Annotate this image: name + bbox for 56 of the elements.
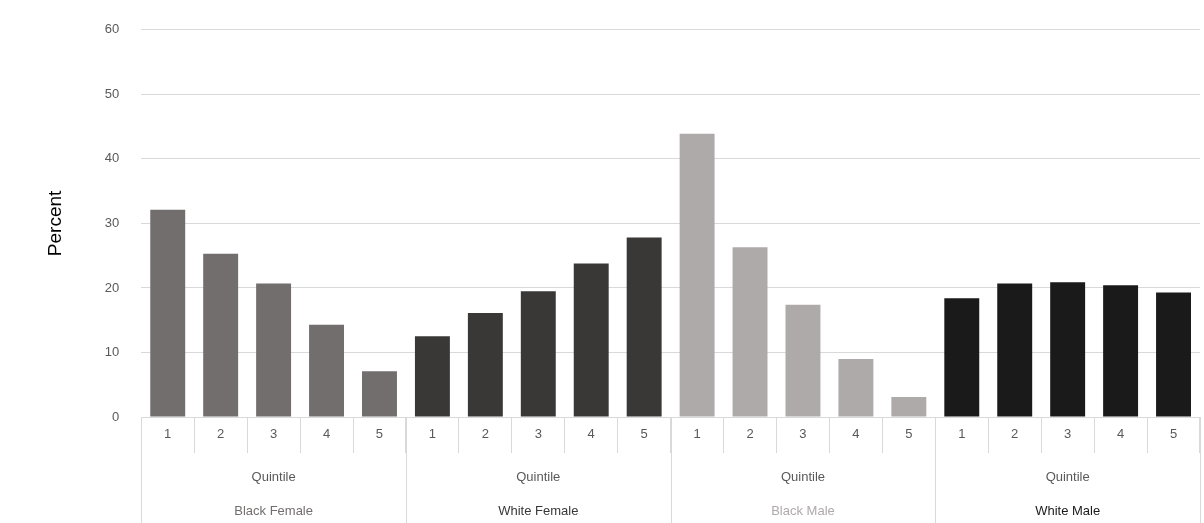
x-tick-label: 4 [322,426,331,442]
bar [1103,285,1139,417]
x-tick-label: 3 [799,426,807,442]
bar [467,313,503,417]
x-tick-label: 1 [958,426,966,442]
bar [944,298,980,417]
x-tick-label: 2 [1011,426,1019,442]
bar [891,397,927,417]
text: Quintile [780,468,826,484]
x-tick-label: 2 [217,426,225,442]
bar [414,336,450,417]
text: Quintile [1045,468,1090,484]
bar [362,371,397,417]
y-tick-label: 30 [104,214,120,230]
y-tick-label: 50 [104,85,120,101]
x-tick-label: 3 [1064,426,1072,442]
text: White Female [498,502,579,518]
x-tick-label: 2 [481,426,489,442]
bar [573,263,609,417]
text: Black Female [234,502,313,518]
x-tick-label: 3 [534,426,542,442]
x-axis-title: Quintile [251,468,296,484]
x-tick-label: 1 [428,426,437,442]
x-tick-label: 2 [746,426,754,442]
y-tick-label: 10 [104,344,120,360]
x-tick-label: 5 [1169,426,1178,442]
x-tick-label: 5 [375,426,384,442]
bar [256,283,292,417]
bar [309,324,345,417]
y-axis-title: Percent [43,189,65,257]
text: Quintile [516,468,561,484]
bar [838,358,874,417]
x-tick-label: 4 [587,426,595,442]
x-tick-label: 4 [852,426,860,442]
y-tick-label: 20 [104,279,120,295]
bar [732,247,768,417]
bar [520,291,556,417]
bar [1050,282,1086,417]
x-tick-label: 5 [905,426,913,442]
x-tick-label: 3 [269,426,278,442]
bar [1156,292,1191,417]
bar [997,283,1033,417]
bar [203,253,239,417]
bar [785,304,821,417]
y-tick-label: 60 [104,21,120,37]
x-tick-label: 4 [1116,426,1125,442]
bar [626,237,662,417]
text: Black Male [771,502,835,518]
x-tick-label: 1 [164,426,172,442]
y-tick-label: 40 [104,150,120,166]
text: White Male [1035,502,1101,518]
bar [150,209,186,417]
bar [679,133,715,417]
y-tick-label: 0 [112,408,120,424]
x-tick-label: 5 [640,426,648,442]
x-tick-label: 1 [693,426,701,442]
